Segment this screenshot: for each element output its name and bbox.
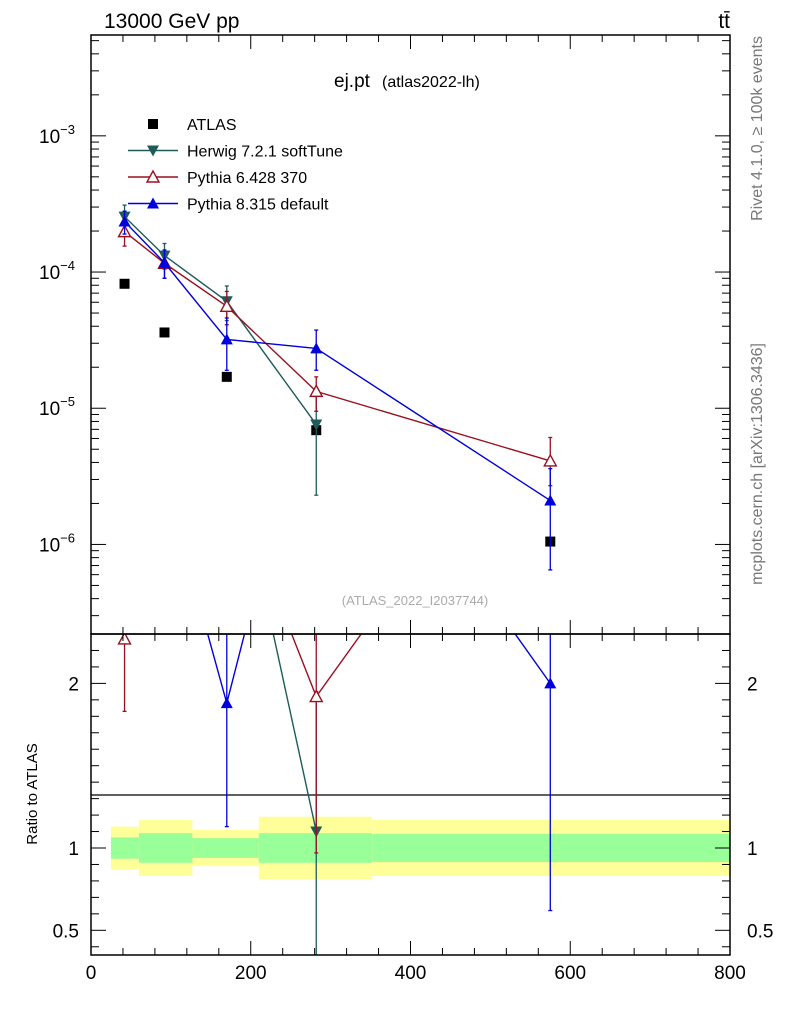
ratio-inner-band (138, 833, 193, 863)
source-label: mcplots.cern.ch [arXiv:1306.3436] (749, 343, 766, 585)
main-y-axis: 10−6 10−5 10−4 10−3 (39, 40, 730, 617)
x-tick-label: 0 (86, 963, 97, 984)
legend-marker (148, 119, 158, 129)
herwig-ratio-point (158, 399, 170, 410)
pythia6-series-line (124, 231, 551, 462)
pythia8-ratio-point (544, 677, 557, 689)
pythia8-ratio-point (220, 697, 233, 709)
plot-title: ej.pt (334, 71, 371, 92)
legend-marker (147, 197, 159, 209)
plot-subtitle: (atlas2022-lh) (382, 74, 480, 91)
pythia8-ratio-line (206, 634, 551, 706)
atlas-data-point (221, 371, 232, 382)
rivet-label: Rivet 4.1.0, ≥ 100k events (749, 36, 766, 221)
x-tick-label: 800 (714, 963, 746, 984)
ratio-inner-band (372, 834, 730, 862)
ratio-y-tick-label-left: 1 (68, 839, 79, 860)
x-tick-label: 600 (554, 963, 586, 984)
main-panel: 10−6 10−5 10−4 10−3 ej.pt (atlas2022-lh) (A… (39, 34, 731, 635)
ratio-y-tick-label-left: 0.5 (53, 921, 79, 942)
y-tick-label: 10−6 (39, 530, 75, 556)
ratio-y-tick-label-left: 2 (68, 674, 79, 695)
ratio-y-tick-label-right: 1 (747, 839, 758, 860)
pythia8-series-line (124, 221, 551, 502)
pythia6-ratio-point (221, 463, 233, 474)
atlas-data-point (119, 278, 130, 289)
ratio-inner-band (192, 838, 259, 858)
legend-label: Pythia 6.428 370 (187, 170, 307, 187)
herwig-data-point (310, 419, 323, 431)
y-tick-label: 10−4 (39, 258, 75, 284)
herwig-ratio-line (272, 634, 317, 832)
pythia6-ratio-point (117, 634, 132, 645)
herwig-ratio-point (221, 415, 233, 426)
pythia8-data-point (310, 342, 323, 354)
legend: ATLAS Herwig 7.2.1 softTune Pythia 6.428 3… (128, 117, 343, 214)
pythia8-ratio-point (119, 529, 131, 540)
pythia8-data-point (220, 333, 233, 345)
pythia8-data-point (118, 215, 131, 227)
atlas-data-point (159, 327, 170, 338)
x-tick-label: 400 (395, 963, 427, 984)
legend-label: ATLAS (187, 117, 237, 134)
ratio-panel: 0.5 0.5 1 1 2 2 0 200 400 600 800 Ratio to ATLAS (24, 35, 773, 984)
pythia6-ratio-point (309, 689, 324, 703)
pythia8-data-point (544, 494, 557, 506)
ratio-inner-band (258, 833, 373, 863)
y-tick-label: 10−5 (39, 394, 75, 420)
ratio-axes: 0.5 0.5 1 1 2 2 0 200 400 600 800 (53, 35, 773, 984)
herwig-series-line (124, 216, 317, 425)
ratio-y-axis-label: Ratio to ATLAS (24, 743, 41, 844)
pythia6-ratio-point (158, 480, 170, 491)
herwig-ratio-point (119, 497, 131, 508)
x-tick-label: 200 (235, 963, 267, 984)
pythia6-data-point (543, 453, 558, 467)
legend-marker (145, 169, 161, 183)
pythia6-data-point (309, 383, 324, 398)
pythia6-ratio-point (544, 365, 556, 376)
ratio-y-tick-label-right: 0.5 (747, 921, 773, 942)
y-tick-label: 10−3 (39, 122, 75, 148)
legend-label: Pythia 8.315 default (187, 197, 329, 214)
pythia6-ratio-line (123, 634, 363, 699)
process-label: tt̄ (718, 10, 730, 33)
watermark-label: (ATLAS_2022_I2037744) (342, 593, 488, 608)
ratio-data-layer (117, 365, 557, 955)
legend-label: Herwig 7.2.1 softTune (187, 144, 343, 161)
energy-label: 13000 GeV pp (104, 10, 239, 33)
pythia8-data-point (158, 256, 171, 268)
ratio-inner-band (110, 837, 139, 859)
pythia8-ratio-point (158, 472, 170, 483)
pythia6-data-point (219, 298, 234, 313)
ratio-uncertainty-bands (110, 816, 730, 880)
legend-marker (147, 145, 159, 157)
ratio-y-tick-label-right: 2 (747, 674, 758, 695)
main-data-layer (117, 204, 558, 571)
